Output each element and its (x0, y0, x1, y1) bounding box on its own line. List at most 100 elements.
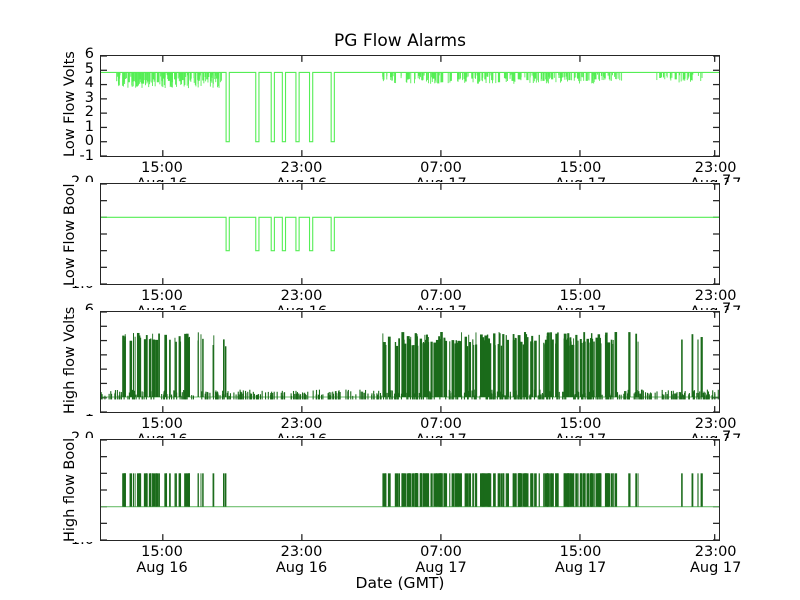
pulse (610, 473, 613, 507)
pulse (143, 473, 147, 507)
pulse (139, 473, 142, 507)
pulse (505, 473, 507, 507)
pulse (530, 473, 533, 507)
xtick-time: 23:00 (280, 544, 323, 560)
spike (577, 340, 579, 397)
pulse (451, 473, 455, 507)
pulse (384, 473, 387, 507)
pulse (563, 473, 567, 507)
spike (433, 342, 437, 397)
pulse (411, 473, 415, 507)
xtick-date: Aug 17 (689, 560, 742, 576)
pulse (428, 473, 430, 507)
spike (700, 337, 703, 397)
ytick-low-flow-volts-7: -1 (79, 148, 94, 164)
spike (444, 340, 448, 397)
pulse (186, 473, 189, 507)
spike (593, 341, 595, 397)
ytick-low-flow-volts-6: 0 (84, 133, 94, 150)
spike (410, 336, 412, 397)
spike (413, 345, 415, 397)
pulse (427, 473, 429, 507)
ylabel-high-flow-volts: High flow Volts (62, 306, 78, 414)
partial-date-label-panel0: 7 (722, 173, 732, 189)
xtick-panel3-3: 15:00 Aug 17 (536, 544, 626, 576)
pulse (138, 473, 141, 507)
spike (532, 342, 534, 397)
spike (567, 333, 570, 397)
xtick-date: Aug 17 (554, 560, 607, 576)
spike (573, 338, 575, 397)
spike (590, 338, 594, 397)
pulse (433, 473, 437, 507)
xtick-time: 23:00 (280, 288, 323, 304)
pulse (532, 473, 534, 507)
spike (202, 338, 204, 397)
pulse (213, 473, 215, 507)
pulse (569, 473, 572, 507)
spike (494, 345, 496, 397)
spike (145, 335, 148, 397)
spike (430, 341, 433, 397)
spike (543, 342, 545, 397)
pulse (567, 473, 570, 507)
pulse (449, 473, 451, 507)
spike (417, 336, 418, 397)
pulse (555, 473, 559, 507)
spike (449, 341, 451, 397)
spike (384, 344, 387, 397)
pulse (502, 473, 505, 507)
spike (580, 342, 583, 397)
xtick-time: 23:00 (694, 416, 737, 432)
tickmarks (101, 440, 719, 540)
pulse (202, 473, 204, 507)
xtick-date: Aug 17 (415, 560, 467, 576)
pulse (464, 473, 468, 507)
pulse (212, 473, 214, 507)
pulse (493, 473, 496, 507)
partial-date-label-panel1: 7 (722, 301, 732, 317)
spike (139, 337, 142, 397)
spike (459, 341, 462, 397)
pulse (188, 473, 190, 507)
spike (628, 332, 631, 397)
spike (681, 339, 683, 397)
spike (571, 344, 575, 397)
pulse (575, 473, 578, 507)
spike (396, 345, 399, 397)
xtick-time: 07:00 (420, 416, 462, 432)
high-flow-volts-plot (101, 312, 719, 412)
pulse (404, 473, 407, 507)
pulse (459, 473, 462, 507)
pulse (401, 473, 405, 507)
pulse (454, 473, 457, 507)
pulse (479, 473, 483, 507)
spike (461, 332, 463, 397)
pulse (475, 473, 478, 507)
pulse (435, 473, 439, 507)
spike (555, 333, 559, 397)
spike (691, 334, 694, 397)
spike (506, 339, 509, 397)
spike (466, 346, 469, 397)
spike (428, 342, 430, 397)
pulse (175, 473, 177, 507)
xtick-time: 23:00 (694, 288, 737, 304)
spike (136, 332, 140, 397)
spike (138, 335, 141, 397)
pulse (544, 473, 548, 507)
pulse (482, 473, 484, 507)
spike (416, 341, 418, 397)
pulse (697, 473, 699, 507)
spike (403, 339, 405, 397)
ytick-low-flow-volts-2: 4 (84, 75, 94, 92)
pulse (444, 473, 448, 507)
spike (224, 346, 227, 397)
pulse (382, 473, 384, 507)
xtick-time: 15:00 (559, 416, 602, 432)
spike (493, 333, 496, 397)
spike (175, 341, 177, 397)
pulse (700, 473, 703, 507)
spike (598, 337, 601, 397)
